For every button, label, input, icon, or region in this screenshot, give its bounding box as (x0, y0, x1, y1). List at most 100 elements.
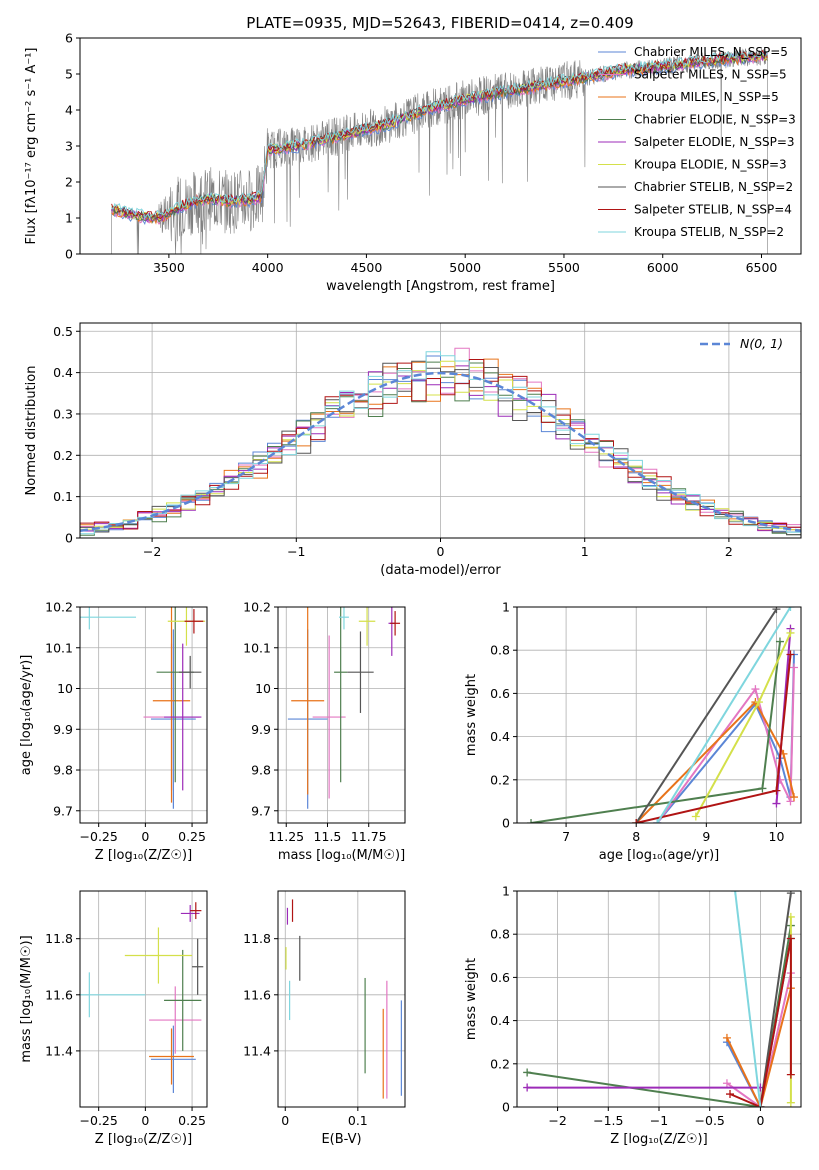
y-tick-label: 0.1 (53, 489, 73, 504)
x-axis-label: (data-model)/error (380, 563, 501, 578)
y-tick-label: 6 (65, 31, 73, 46)
histogram-step-line (80, 351, 801, 535)
y-tick-label: 0 (502, 816, 510, 831)
y-tick-label: 10.2 (45, 600, 73, 615)
weight-point-marker (756, 1103, 765, 1107)
x-tick-label: 0 (281, 1113, 289, 1128)
x-tick-label: 0 (437, 544, 445, 559)
x-axis-label: age [log₁₀(age/yr)] (599, 848, 720, 863)
y-axis-label: mass weight (464, 958, 479, 1040)
x-axis-label: E(B-V) (321, 1132, 361, 1147)
weight-point-marker (691, 812, 700, 821)
x-tick-label: −2 (143, 544, 161, 559)
x-tick-label: 0.25 (178, 829, 206, 844)
weight-series-line (726, 972, 792, 1107)
weight-point-marker (726, 1090, 734, 1099)
weight-point-marker (786, 1070, 795, 1079)
weight-series-line (734, 891, 762, 1107)
legend-label: N(0, 1) (740, 336, 783, 351)
mass_vs_Z-panel: −0.25 0 0.25 11.4 11.6 11.8 Z [log₁₀(Z/Z☉)] mas… (19, 890, 208, 1147)
residuals-panel: −2 −1 0 1 2 0 0.1 0.2 0.3 0.4 0.5 (data-model)/erro… (24, 322, 802, 578)
error-bar-point (180, 905, 200, 922)
y-tick-label: 9.7 (53, 803, 73, 818)
legend-label: Chabrier STELIB, N_SSP=2 (634, 180, 793, 194)
legend-label: Salpeter ELODIE, N_SSP=3 (634, 135, 795, 149)
y-tick-label: 9.7 (251, 803, 271, 818)
weight-point-marker (653, 819, 662, 823)
legend-label: Kroupa STELIB, N_SSP=2 (634, 225, 784, 239)
mass_vs_ebv-marks (285, 899, 402, 1099)
x-tick-label: 6000 (647, 260, 679, 275)
model-spectrum-line (111, 53, 768, 225)
weight-point-marker (632, 819, 641, 823)
x-tick-label: 9 (702, 829, 710, 844)
x-axis-label: Z [log₁₀(Z/Z☉)] (95, 848, 192, 863)
weight-point-marker (523, 1068, 532, 1077)
y-tick-label: 1 (502, 884, 510, 899)
y-tick-label: 1 (65, 211, 73, 226)
legend-label: Kroupa ELODIE, N_SSP=3 (634, 158, 787, 172)
weight_vs_age-panel: 7 8 9 10 0 0.2 0.4 0.6 0.8 1 age [log₁₀(age/yr)] ma… (464, 600, 802, 863)
error-bar-point (149, 1028, 194, 1085)
weight-point-marker (722, 1079, 731, 1088)
y-tick-label: 0 (65, 531, 73, 546)
x-tick-label: −1.5 (593, 1113, 623, 1128)
x-tick-label: 6500 (746, 260, 778, 275)
x-tick-label: 0.1 (348, 1113, 368, 1128)
residual-legend: N(0, 1) (700, 336, 783, 351)
y-tick-label: 11.4 (45, 1043, 73, 1058)
y-tick-label: 11.8 (45, 931, 73, 946)
error-bar-point (192, 938, 204, 995)
age_vs_mass-panel: 11.25 11.5 11.75 9.7 9.8 9.9 10 10.1 10.2 mass [l… (243, 600, 406, 863)
weight-point-marker (772, 607, 781, 614)
error-bar-point (124, 927, 193, 984)
x-tick-label: 7 (562, 829, 570, 844)
y-tick-label: 0.2 (490, 772, 510, 787)
x-axis-label: wavelength [Angstrom, rest frame] (326, 279, 555, 294)
weight-point-marker (731, 891, 740, 895)
weight-series-line (526, 925, 792, 1107)
y-tick-label: 0.5 (53, 324, 73, 339)
y-axis-label: age [log₁₀(age/yr)] (19, 655, 34, 776)
axes-frame (79, 890, 208, 1108)
legend-label: Kroupa MILES, N_SSP=5 (634, 90, 779, 104)
error-bar-point (152, 607, 191, 803)
x-tick-label: 4500 (351, 260, 383, 275)
weight-point-marker (772, 786, 781, 795)
weight_vs_age-marks (527, 607, 798, 823)
x-tick-label: −0.25 (80, 1113, 118, 1128)
weight-point-marker (772, 799, 781, 808)
error-bar-point (358, 607, 376, 646)
weight_vs_Z-panel: −2 −1.5 −1 −0.5 0 0 0.2 0.4 0.6 0.8 1 Z [log₁₀(Z/Z☉… (464, 884, 802, 1147)
weight-series-line (759, 893, 792, 1107)
axes-frame (277, 606, 406, 824)
error-bar-point (190, 902, 202, 920)
y-tick-label: 9.9 (53, 722, 73, 737)
error-bar-point (164, 643, 202, 791)
weight-point-marker (786, 891, 795, 898)
weight-point-marker (789, 663, 798, 672)
y-tick-label: 1 (502, 600, 510, 615)
y-tick-label: 11.6 (45, 987, 73, 1002)
weight-series-line (656, 654, 795, 823)
y-tick-label: 10 (255, 681, 271, 696)
legend-label: Salpeter MILES, N_SSP=5 (634, 68, 787, 82)
x-tick-label: 0.25 (178, 1113, 206, 1128)
y-axis-label: Flux [fλ10⁻¹⁷ erg cm⁻² s⁻¹ A⁻¹] (24, 48, 39, 245)
model-spectrum-line (111, 50, 768, 220)
x-tick-label: −0.5 (695, 1113, 725, 1128)
error-bar-point (347, 631, 374, 713)
residuals-marks (80, 347, 801, 536)
x-tick-label: 11.75 (351, 829, 387, 844)
y-tick-label: 0.2 (53, 448, 73, 463)
y-tick-label: 0.3 (53, 406, 73, 421)
y-axis-label: mass [log₁₀(M/M☉)] (19, 935, 34, 1062)
weight-point-marker (754, 698, 763, 707)
x-tick-label: 2 (725, 544, 733, 559)
x-tick-label: −1 (650, 1113, 668, 1128)
y-tick-label: 0.4 (53, 365, 73, 380)
x-tick-label: 0 (141, 829, 149, 844)
y-tick-label: 0.8 (490, 643, 510, 658)
age_vs_Z-panel: −0.25 0 0.25 9.7 9.8 9.9 10 10.1 10.2 Z [log₁₀(Z/… (19, 600, 208, 863)
